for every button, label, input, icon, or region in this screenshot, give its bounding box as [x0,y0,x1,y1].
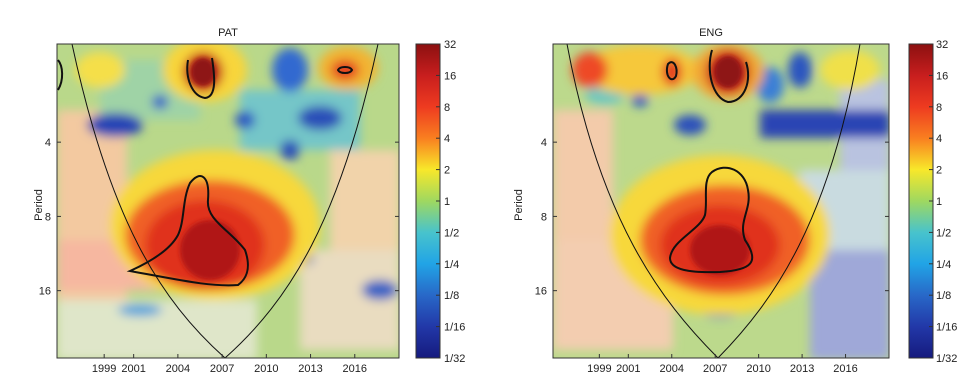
y-axis-label-pat: Period [33,189,45,221]
x-tick-label: 2016 [343,363,367,375]
contour-eng-main [668,166,754,274]
y-ticks-eng: 4 8 16 [535,137,889,298]
contour-eng-top [708,49,750,104]
colorbar-tick-label: 2 [444,165,450,177]
colorbar-tick-label: 1 [444,196,450,208]
contour-eng-small [666,61,678,81]
colorbar-tick-label: 1/32 [936,353,957,365]
y-tick-label: 8 [541,211,547,223]
heatmap-pat [57,44,399,358]
contour-pat-right [336,66,354,74]
colorbar-tick-label: 32 [444,39,456,51]
colorbar-labels-pat: 32 16 8 4 2 1 1/2 1/4 1/8 1/16 1/32 [436,39,465,365]
y-tick-label: 4 [45,137,51,149]
x-tick-label: 2013 [298,363,322,375]
y-tick-label: 4 [541,137,547,149]
y-tick-label: 16 [39,286,51,298]
x-tick-label: 2010 [254,363,278,375]
contour-pat-top [186,57,216,100]
colorbar-tick-label: 1/16 [936,322,957,334]
x-tick-label: 2007 [210,363,234,375]
chart-title-eng: ENG [699,27,723,39]
x-tick-label: 1999 [587,363,611,375]
colorbar-tick-label: 1 [936,196,942,208]
y-ticks-pat: 4 8 16 [39,137,399,298]
x-tick-label: 2007 [703,363,727,375]
colorbar-labels-eng: 32 16 8 4 2 1 1/2 1/4 1/8 1/16 1/32 [929,39,957,365]
x-ticks-eng: 1999 2001 2004 2007 2010 2013 2016 [587,354,858,375]
x-tick-label: 2010 [746,363,770,375]
contour-pat-main [126,175,249,287]
colorbar-tick-label: 1/8 [936,290,951,302]
y-tick-label: 8 [45,211,51,223]
colorbar-tick-label: 1/8 [444,290,459,302]
plot-frame-pat [56,43,400,359]
x-ticks-pat: 1999 2001 2004 2007 2010 2013 2016 [92,354,367,375]
colorbar-tick-label: 16 [936,70,948,82]
x-tick-label: 2016 [833,363,857,375]
colorbar-tick-label: 4 [936,133,942,145]
colorbar-tick-label: 1/4 [444,259,459,271]
colorbar-tick-label: 1/4 [936,259,951,271]
plot-frame-eng [552,43,890,359]
x-tick-label: 2001 [616,363,640,375]
colorbar-tick-label: 1/2 [936,227,951,239]
coi-pat [71,44,379,358]
chart-title-pat: PAT [218,27,238,39]
heatmap-eng [553,44,889,358]
x-tick-label: 1999 [92,363,116,375]
colorbar-tick-label: 8 [444,102,450,114]
colorbar-tick-label: 1/32 [444,353,465,365]
y-tick-label: 16 [535,286,547,298]
x-tick-label: 2001 [121,363,145,375]
colorbar-tick-label: 16 [444,70,456,82]
panel-pat: PAT Period [33,27,465,375]
y-axis-label-eng: Period [513,189,525,221]
colorbar-tick-label: 2 [936,165,942,177]
contour-pat-left [57,59,64,91]
colorbar-tick-label: 1/2 [444,227,459,239]
colorbar-tick-label: 8 [936,102,942,114]
colorbar-tick-label: 4 [444,133,450,145]
x-tick-label: 2004 [660,363,684,375]
panel-eng: ENG Period [513,27,957,375]
colorbar-tick-label: 32 [936,39,948,51]
x-tick-label: 2013 [790,363,814,375]
x-tick-label: 2004 [166,363,190,375]
colorbar-tick-label: 1/16 [444,322,465,334]
